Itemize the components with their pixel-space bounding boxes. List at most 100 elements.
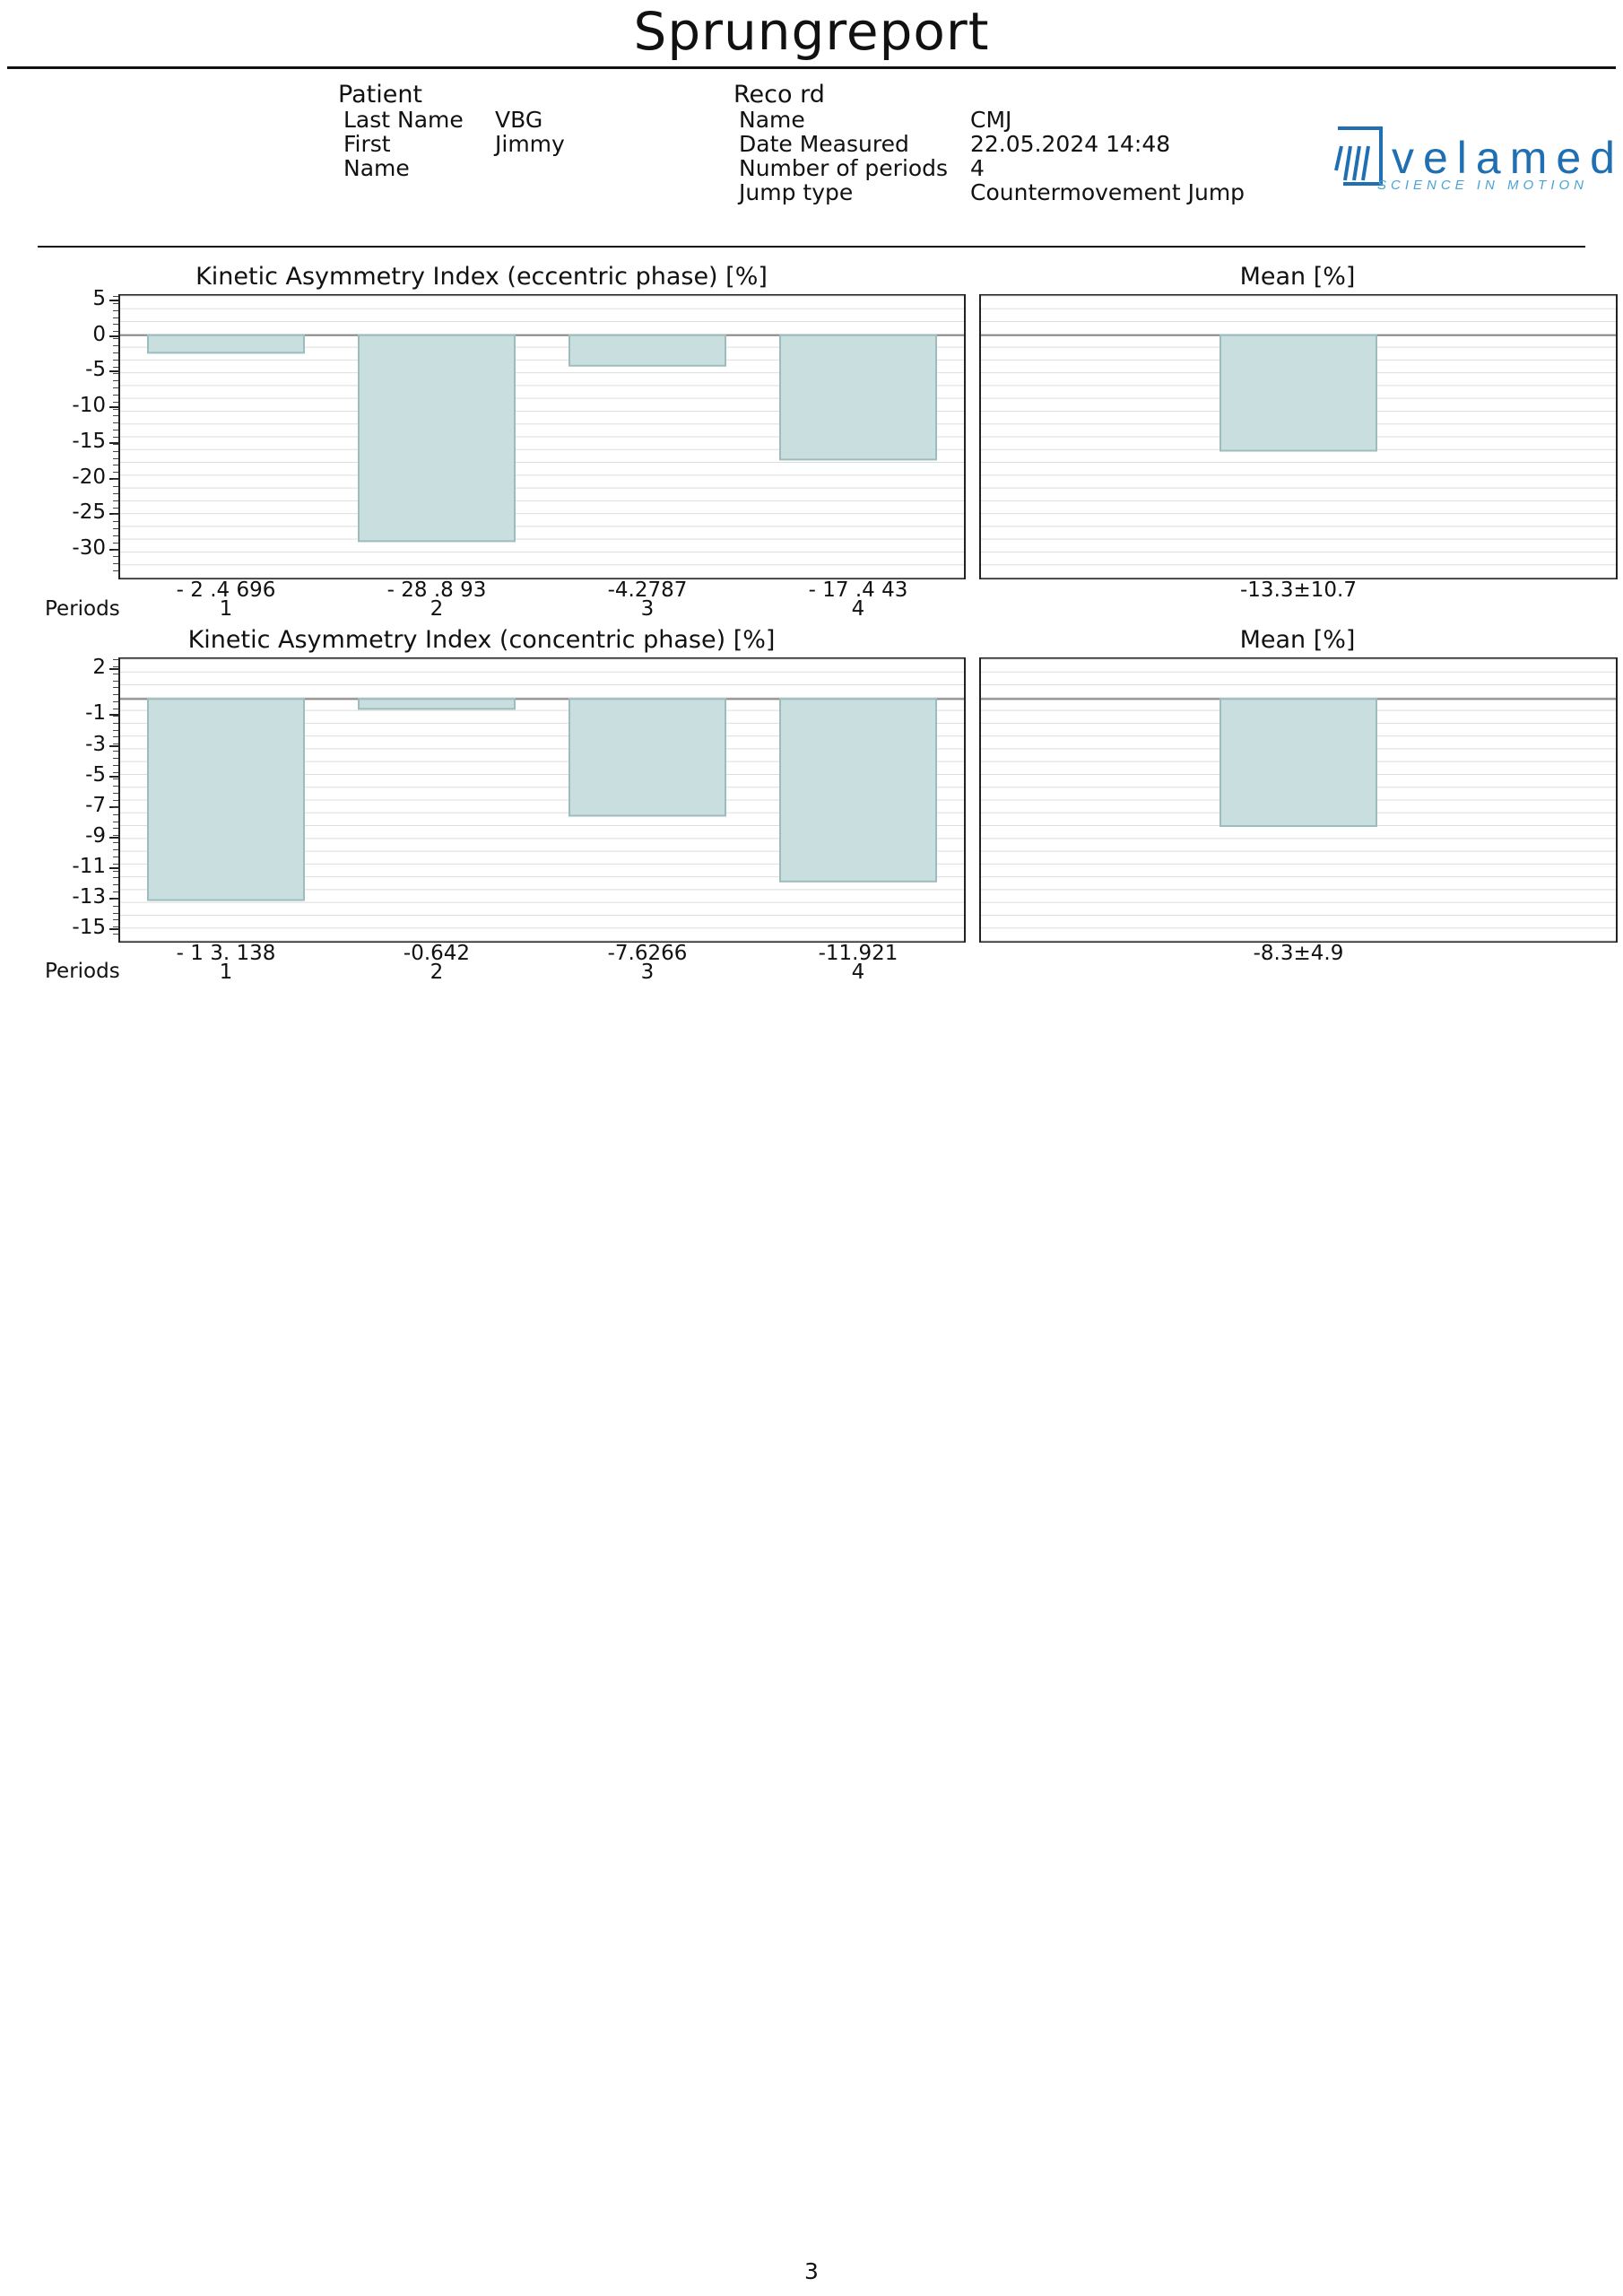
y-minor-tick bbox=[113, 800, 118, 801]
y-tick-label: -3 bbox=[85, 732, 106, 756]
bar-value-label: - 17 .4 43 bbox=[808, 578, 908, 602]
y-minor-tick bbox=[113, 877, 118, 879]
jump-type-label: Jump type bbox=[739, 179, 854, 205]
y-minor-tick bbox=[113, 905, 118, 907]
y-minor-tick bbox=[113, 324, 118, 326]
first-label: First bbox=[343, 131, 391, 157]
y-minor-tick bbox=[113, 757, 118, 759]
y-tick-mark bbox=[109, 335, 118, 337]
y-tick-label: -10 bbox=[72, 394, 106, 418]
period-label: 1 bbox=[219, 961, 233, 984]
y-tick-label: -7 bbox=[85, 793, 106, 817]
y-minor-tick bbox=[113, 514, 118, 516]
y-minor-tick bbox=[113, 884, 118, 886]
y-minor-tick bbox=[113, 563, 118, 565]
y-minor-tick bbox=[113, 806, 118, 808]
y-minor-tick bbox=[113, 422, 118, 424]
date-measured-label: Date Measured bbox=[739, 131, 909, 157]
y-minor-tick bbox=[113, 736, 118, 738]
y-minor-tick bbox=[113, 437, 118, 438]
bar-4 bbox=[779, 334, 937, 461]
logo-mark-icon bbox=[1334, 126, 1383, 186]
bar-3 bbox=[568, 334, 726, 367]
period-label: 1 bbox=[219, 597, 233, 621]
y-tick-label: 2 bbox=[92, 656, 106, 680]
y-minor-tick bbox=[113, 352, 118, 353]
name-label: Name bbox=[343, 155, 410, 181]
bar-value-label: -4.2787 bbox=[607, 578, 688, 602]
bar-value-label: -13.3±10.7 bbox=[1240, 578, 1357, 602]
record-name-label: Name bbox=[739, 107, 805, 133]
y-tick-label: 0 bbox=[92, 322, 106, 346]
y-minor-tick bbox=[113, 443, 118, 445]
concentric-periods-label: Periods bbox=[45, 960, 120, 983]
y-minor-tick bbox=[113, 492, 118, 494]
y-minor-tick bbox=[113, 528, 118, 530]
y-tick-label: -5 bbox=[85, 762, 106, 787]
number-of-periods-value: 4 bbox=[970, 155, 985, 181]
y-minor-tick bbox=[113, 485, 118, 487]
y-minor-tick bbox=[113, 934, 118, 935]
y-minor-tick bbox=[113, 771, 118, 773]
concentric-mean-plot bbox=[981, 658, 1616, 942]
y-tick-label: -13 bbox=[72, 885, 106, 909]
y-tick-label: -9 bbox=[85, 823, 106, 848]
y-tick-mark bbox=[109, 928, 118, 931]
y-minor-tick bbox=[113, 687, 118, 689]
y-tick-mark bbox=[109, 668, 118, 671]
y-tick-label: -30 bbox=[72, 536, 106, 561]
y-minor-tick bbox=[113, 848, 118, 850]
patient-heading: Patient bbox=[338, 81, 423, 109]
y-minor-tick bbox=[113, 870, 118, 872]
y-minor-tick bbox=[113, 344, 118, 346]
bar-value-label: -7.6266 bbox=[607, 942, 688, 965]
report-title: Sprungreport bbox=[633, 1, 990, 62]
bar-2 bbox=[358, 334, 516, 543]
eccentric-mean-plot bbox=[981, 295, 1616, 578]
y-minor-tick bbox=[113, 500, 118, 501]
record-name-value: CMJ bbox=[970, 107, 1012, 133]
y-minor-tick bbox=[113, 373, 118, 375]
y-tick-label: -15 bbox=[72, 916, 106, 940]
y-minor-tick bbox=[113, 665, 118, 667]
y-minor-tick bbox=[113, 898, 118, 900]
y-minor-tick bbox=[113, 457, 118, 459]
y-tick-label: -1 bbox=[85, 701, 106, 726]
y-minor-tick bbox=[113, 863, 118, 865]
y-minor-tick bbox=[113, 813, 118, 815]
y-minor-tick bbox=[113, 549, 118, 551]
eccentric-plot bbox=[120, 295, 964, 578]
period-label: 2 bbox=[430, 597, 444, 621]
y-tick-label: -11 bbox=[72, 855, 106, 879]
y-minor-tick bbox=[113, 408, 118, 410]
period-label: 3 bbox=[640, 597, 655, 621]
y-minor-tick bbox=[113, 842, 118, 844]
bar-1 bbox=[1219, 698, 1377, 828]
y-minor-tick bbox=[113, 366, 118, 368]
eccentric-mean-panel bbox=[979, 294, 1618, 579]
y-minor-tick bbox=[113, 296, 118, 297]
eccentric-chart-panel bbox=[118, 294, 966, 579]
y-minor-tick bbox=[113, 722, 118, 724]
number-of-periods-label: Number of periods bbox=[739, 155, 949, 181]
page-number: 3 bbox=[804, 2258, 819, 2284]
y-minor-tick bbox=[113, 751, 118, 752]
y-minor-tick bbox=[113, 472, 118, 474]
y-minor-tick bbox=[113, 542, 118, 544]
concentric-chart-panel bbox=[118, 657, 966, 943]
y-minor-tick bbox=[113, 694, 118, 696]
logo-word: velamed bbox=[1392, 133, 1623, 183]
period-label: 2 bbox=[430, 961, 444, 984]
y-tick-mark bbox=[109, 744, 118, 747]
eccentric-periods-label: Periods bbox=[45, 597, 120, 621]
y-minor-tick bbox=[113, 479, 118, 481]
eccentric-chart-title: Kinetic Asymmetry Index (eccentric phase… bbox=[195, 263, 768, 291]
bar-2 bbox=[358, 698, 516, 710]
y-minor-tick bbox=[113, 507, 118, 509]
logo-tagline: SCIENCE IN MOTION bbox=[1377, 178, 1588, 193]
y-minor-tick bbox=[113, 828, 118, 830]
bar-1 bbox=[147, 698, 305, 901]
y-minor-tick bbox=[113, 912, 118, 914]
date-measured-value: 22.05.2024 14:48 bbox=[970, 131, 1171, 157]
bar-3 bbox=[568, 698, 726, 817]
